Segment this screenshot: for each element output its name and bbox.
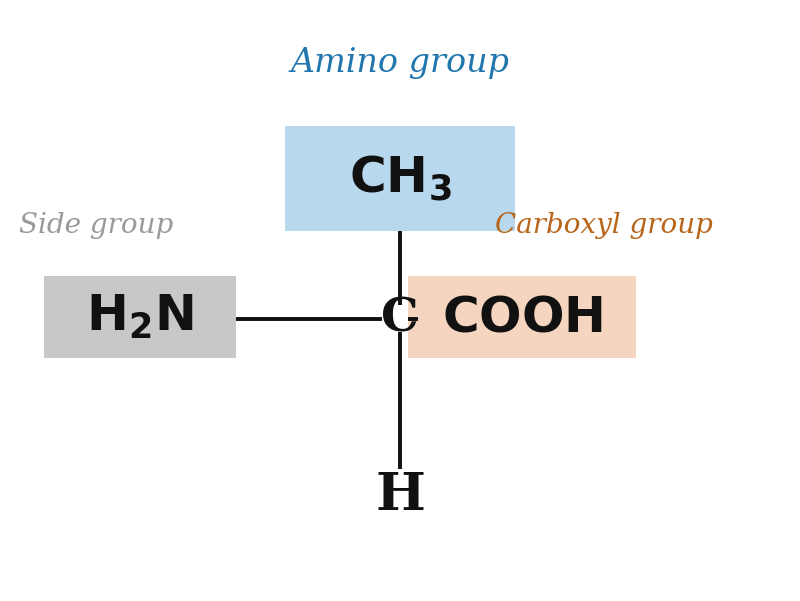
- Text: $\mathbf{H_2N}$: $\mathbf{H_2N}$: [86, 293, 194, 341]
- Text: H: H: [375, 471, 425, 521]
- Text: Side group: Side group: [19, 212, 173, 239]
- Text: Amino group: Amino group: [290, 47, 510, 79]
- Text: C: C: [381, 296, 419, 341]
- FancyBboxPatch shape: [44, 276, 236, 358]
- Text: $\mathbf{CH_3}$: $\mathbf{CH_3}$: [349, 154, 451, 204]
- Text: Carboxyl group: Carboxyl group: [495, 212, 713, 239]
- FancyBboxPatch shape: [285, 126, 515, 231]
- FancyBboxPatch shape: [408, 276, 636, 358]
- Text: $\mathbf{COOH}$: $\mathbf{COOH}$: [442, 293, 602, 341]
